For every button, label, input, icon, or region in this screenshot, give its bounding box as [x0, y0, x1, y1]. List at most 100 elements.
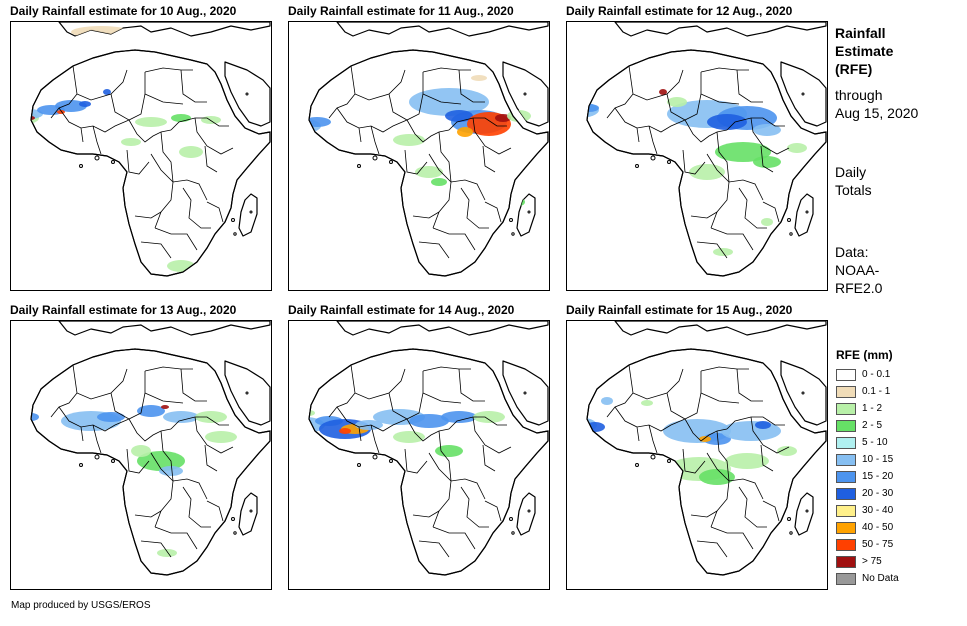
country-border	[636, 127, 640, 143]
island	[787, 218, 791, 222]
island	[787, 517, 791, 521]
rain-cell	[753, 124, 781, 136]
country-border	[80, 127, 84, 143]
rain-cell	[415, 166, 443, 178]
rain-cell	[361, 465, 397, 477]
legend-item: 40 - 50	[836, 519, 899, 536]
europe-landmass	[58, 321, 271, 336]
rain-cell	[223, 585, 251, 589]
rain-cell	[71, 26, 131, 38]
legend-swatch	[836, 572, 856, 585]
map-heading: Rainfall Estimate (RFE)	[835, 24, 893, 78]
country-border	[204, 444, 218, 472]
country-border	[716, 131, 730, 183]
legend-item: 2 - 5	[836, 417, 899, 434]
island	[79, 164, 83, 168]
rain-cell	[699, 469, 735, 485]
country-border	[484, 201, 502, 223]
island	[389, 459, 393, 463]
island	[94, 454, 100, 460]
rain-cell	[499, 258, 519, 266]
country-border	[432, 181, 452, 229]
legend-label: 20 - 30	[862, 488, 894, 499]
island	[249, 210, 253, 214]
coastline	[586, 348, 827, 576]
country-border	[160, 131, 174, 183]
data-source: Data: NOAA- RFE2.0	[835, 243, 882, 297]
map-credit: Map produced by USGS/EROS	[11, 600, 151, 611]
legend-swatch	[836, 419, 856, 432]
africa-map-svg	[586, 22, 827, 277]
country-border	[438, 430, 452, 482]
rain-cell	[171, 114, 191, 122]
madagascar-landmass	[238, 193, 258, 237]
legend-item: 15 - 20	[836, 468, 899, 485]
heading-line: (RFE)	[835, 61, 873, 77]
rain-cell	[431, 178, 447, 186]
country-border	[482, 145, 496, 173]
europe-landmass	[336, 22, 549, 37]
country-border	[472, 117, 512, 155]
rainfall-map	[288, 21, 550, 291]
island	[111, 160, 115, 164]
source-line: RFE2.0	[835, 280, 883, 296]
country-border	[358, 127, 362, 143]
panel-title: Daily Rainfall estimate for 11 Aug., 202…	[288, 4, 514, 18]
country-border	[126, 149, 150, 175]
totals-line: Daily	[835, 164, 867, 180]
country-border	[750, 416, 790, 454]
island	[233, 232, 237, 236]
country-border	[144, 366, 193, 372]
country-border	[412, 211, 440, 219]
legend-label: 10 - 15	[862, 454, 894, 465]
rain-cell	[13, 113, 25, 119]
rain-cell	[31, 109, 43, 119]
rain-cell	[435, 445, 463, 457]
country-border	[738, 187, 767, 229]
rain-cell	[201, 116, 221, 124]
legend-item: 50 - 75	[836, 536, 899, 553]
island	[231, 517, 235, 521]
island	[509, 517, 513, 521]
country-border	[428, 452, 486, 500]
island	[635, 463, 639, 467]
rain-cell	[457, 127, 473, 137]
country-border	[170, 416, 229, 430]
country-border	[684, 119, 728, 143]
country-border	[350, 65, 406, 101]
country-border	[428, 153, 486, 201]
country-border	[404, 149, 428, 175]
country-border	[710, 181, 730, 229]
island	[789, 531, 793, 535]
rain-cell	[605, 44, 649, 60]
legend-item: No Data	[836, 570, 899, 587]
totals-note: Daily Totals	[835, 163, 872, 199]
country-border	[134, 510, 162, 518]
island	[667, 160, 671, 164]
coastline	[30, 348, 271, 576]
legend-swatch	[836, 470, 856, 483]
country-border	[358, 426, 362, 442]
rain-cell	[97, 412, 125, 422]
country-border	[370, 424, 380, 454]
rain-cell	[55, 100, 87, 112]
rain-cell	[667, 97, 687, 107]
island	[523, 391, 527, 395]
rain-cell	[205, 431, 237, 443]
country-border	[760, 145, 774, 173]
island	[801, 391, 805, 395]
country-border	[388, 72, 424, 121]
country-border	[700, 93, 740, 105]
country-border	[682, 149, 706, 175]
rainfall-map	[566, 320, 828, 590]
source-line: NOAA-	[835, 262, 880, 278]
rain-cell	[471, 75, 487, 81]
rain-cell	[137, 451, 185, 471]
country-border	[710, 227, 754, 251]
country-border	[700, 67, 749, 73]
africa-map-svg	[308, 22, 549, 277]
country-border	[92, 125, 102, 155]
island	[94, 155, 100, 161]
country-border	[628, 364, 684, 400]
island	[79, 463, 83, 467]
